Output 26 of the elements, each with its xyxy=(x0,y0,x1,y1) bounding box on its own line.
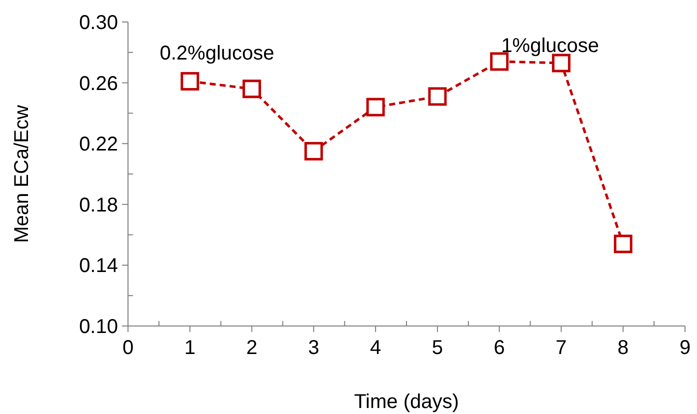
y-tick-label: 0.14 xyxy=(79,255,118,278)
x-tick-label: 0 xyxy=(122,337,134,359)
x-tick-label: 2 xyxy=(246,337,258,359)
x-tick-label: 6 xyxy=(494,337,505,359)
x-tick-label: 1 xyxy=(184,337,196,359)
x-tick-label: 5 xyxy=(432,337,444,359)
y-tick-label: 0.10 xyxy=(79,316,118,338)
x-axis-title: Time (days) xyxy=(354,391,459,413)
y-tick-label: 0.30 xyxy=(79,12,118,34)
point xyxy=(242,80,262,98)
y-axis-title: Mean ECa/Ecw xyxy=(11,104,33,243)
annotation: 1%glucose xyxy=(501,34,600,57)
point xyxy=(428,87,447,106)
point xyxy=(614,234,632,254)
point xyxy=(304,142,323,160)
y-tick-label: 0.22 xyxy=(79,134,118,156)
x-tick-label: 8 xyxy=(618,337,629,359)
x-tick-label: 3 xyxy=(308,337,320,359)
y-tick-label: 0.18 xyxy=(79,194,118,216)
x-tick-label: 9 xyxy=(679,337,691,359)
y-tick-label: 0.26 xyxy=(79,72,118,95)
annotation: 0.2%glucose xyxy=(160,42,274,64)
x-tick-label: 7 xyxy=(556,337,567,359)
x-tick-label: 4 xyxy=(370,337,382,359)
point xyxy=(180,72,200,91)
point xyxy=(366,98,385,116)
